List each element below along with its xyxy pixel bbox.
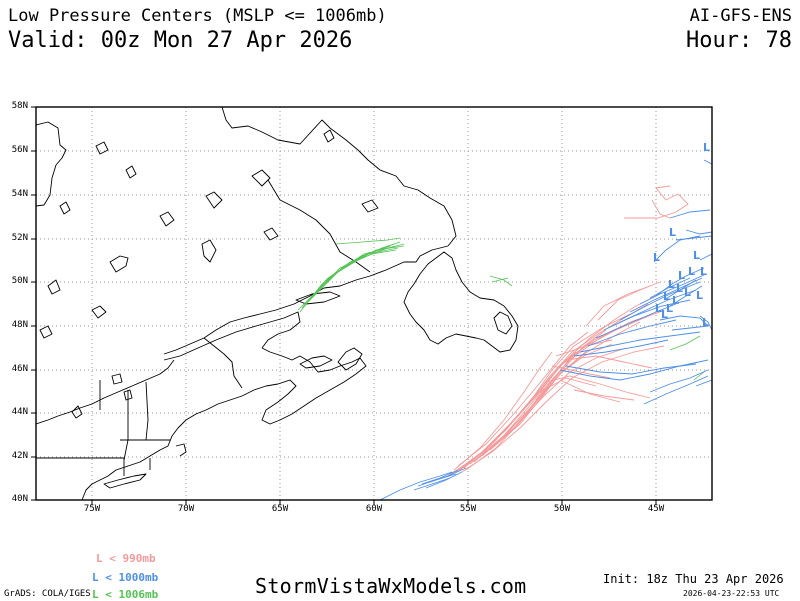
grads-credit: GrADS: COLA/IGES [4,589,91,599]
init-time: Init: 18z Thu 23 Apr 2026 [603,572,784,586]
svg-text:L: L [653,251,660,264]
lat-label-54n: 54N [11,189,28,199]
lat-label-40n: 40N [11,494,28,504]
svg-text:L: L [668,278,675,291]
lat-label-50n: 50N [11,276,28,286]
svg-text:L: L [666,302,673,315]
coastlines [36,107,519,500]
forecast-hour: Hour: 78 [686,28,792,53]
svg-text:L: L [672,294,679,307]
low-symbols-blue: L L L L L L L L L L L L L L L L L [653,141,710,329]
lat-label-44n: 44N [11,407,28,417]
lon-label-55w: 55W [459,504,477,514]
lon-label-65w: 65W [271,504,289,514]
svg-text:L: L [696,289,703,302]
lon-label-45w: 45W [647,504,665,514]
svg-text:L: L [676,282,683,295]
lat-label-52n: 52N [11,233,28,243]
valid-time: Valid: 00z Mon 27 Apr 2026 [8,28,353,53]
lon-label-50w: 50W [553,504,571,514]
lat-label-58n: 58N [11,101,28,111]
map-title: Low Pressure Centers (MSLP <= 1006mb) [8,6,387,26]
generated-timestamp: 2026-04-23-22:53 UTC [683,589,780,598]
svg-text:L: L [693,249,700,262]
svg-text:L: L [661,308,668,321]
tracks-green [297,237,705,381]
svg-text:L: L [702,316,709,329]
lon-label-75w: 75W [83,504,101,514]
tracks-red [447,185,689,477]
svg-text:L: L [700,265,707,278]
lon-label-70w: 70W [177,504,195,514]
svg-text:L: L [655,302,662,315]
svg-text:L: L [703,141,710,154]
lat-label-56n: 56N [11,145,28,155]
legend-item-990mb: L < 990mb [96,552,156,565]
lat-label-46n: 46N [11,364,28,374]
site-link[interactable]: StormVistaWxModels.com [255,574,527,598]
legend-item-1006mb: L < 1006mb [92,588,159,601]
legend-item-1000mb: L < 1000mb [92,571,159,584]
svg-text:L: L [688,265,695,278]
grid-lines [36,107,712,500]
svg-text:L: L [684,286,691,299]
svg-text:L: L [678,269,685,282]
model-name: AI-GFS-ENS [689,6,792,26]
svg-text:L: L [663,290,670,303]
lon-label-60w: 60W [365,504,383,514]
axis-ticks [31,106,657,505]
svg-text:L: L [669,226,676,239]
lat-label-48n: 48N [11,320,28,330]
tracks-blue [379,159,712,500]
lat-label-42n: 42N [11,451,28,461]
